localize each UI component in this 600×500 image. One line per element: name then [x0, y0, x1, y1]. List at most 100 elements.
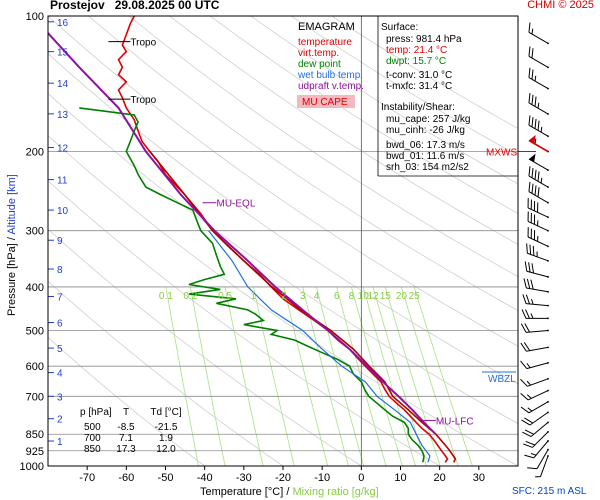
wind-barb-half — [526, 380, 531, 386]
instability-value: mu_cape: 257 J/kg — [386, 114, 471, 125]
wind-barb — [523, 278, 549, 293]
wind-barb-full — [526, 243, 528, 254]
wind-barb-staff — [527, 378, 549, 387]
wind-barb-full — [524, 454, 534, 459]
wind-barb-full — [525, 440, 536, 446]
altitude-tick-label: 10 — [57, 206, 69, 217]
wind-barb-staff — [526, 287, 549, 293]
wind-barb-half — [537, 220, 539, 226]
dry-adiabat — [128, 16, 518, 278]
wind-barb — [524, 261, 549, 278]
surface-value: dwpt: 15.7 °C — [386, 56, 446, 67]
wind-barb-staff — [528, 191, 549, 204]
mixing-ratio-line — [413, 286, 473, 466]
altitude-tick-label: 7 — [57, 292, 63, 303]
plot-frame — [47, 15, 519, 467]
dry-adiabat — [48, 53, 518, 385]
copyright: CHMI © 2025 — [527, 0, 594, 11]
altitude-tick-label: 11 — [57, 176, 68, 187]
table-cell: 500 — [84, 422, 101, 433]
level-table: p [hPa] T Td [°C] 500 -8.5 -21.5 700 7.1 1.9 850 1… — [80, 407, 182, 455]
wind-barb-full — [531, 48, 534, 59]
wind-barb-base — [547, 135, 549, 138]
mixing-ratio-label: 10 — [358, 291, 370, 302]
wind-barb-base — [547, 361, 549, 364]
wind-barb — [528, 166, 549, 189]
shear-value: bwd_06: 17.3 m/s — [386, 140, 465, 151]
temperature-tick-label: -50 — [158, 472, 174, 484]
wind-barb-base — [547, 448, 549, 451]
table-header: Td [°C] — [150, 407, 181, 418]
wind-barb — [524, 440, 549, 459]
tropopause-label: Tropo — [130, 95, 156, 106]
wind-barb — [522, 294, 549, 307]
wind-barb-staff — [528, 77, 549, 90]
surface-value: temp: 21.4 °C — [386, 45, 447, 56]
wind-barb-full — [531, 69, 534, 80]
wind-barb-full — [531, 168, 534, 178]
series-udpraft-v-temp- — [48, 31, 437, 435]
table-cell: 850 — [84, 444, 101, 455]
wind-barb-staff — [526, 303, 549, 307]
wind-barb-full — [530, 199, 532, 210]
wind-barb-staff — [526, 362, 549, 370]
wind-barb-full — [520, 378, 528, 387]
wind-barb-full — [533, 201, 536, 211]
series-dew-point — [79, 107, 425, 463]
wind-barb-half — [534, 138, 537, 145]
altitude-tick-label: 9 — [57, 236, 63, 247]
wind-barb-base — [547, 440, 549, 442]
wind-barb-full — [531, 117, 534, 128]
wind-barb-base — [547, 455, 549, 457]
pressure-tick-label: 400 — [26, 282, 44, 294]
altitude-tick-label: 14 — [57, 79, 69, 90]
wind-barb-base — [547, 42, 549, 45]
wind-barb-full — [522, 431, 532, 437]
altitude-tick-label: 15 — [57, 48, 69, 59]
pressure-tick-label: 700 — [26, 391, 44, 403]
mixing-ratio-line — [302, 286, 349, 466]
wind-barb-base — [547, 169, 549, 172]
wind-barb — [528, 67, 549, 90]
mixing-ratio-line — [253, 286, 295, 466]
surface-elevation: SFC: 215 m ASL — [512, 486, 587, 497]
wind-barb-half — [527, 407, 533, 412]
wind-barb-staff — [527, 236, 549, 247]
wind-barb — [527, 211, 549, 232]
wind-barb-staff — [527, 207, 549, 218]
temperature-tick-label: 10 — [394, 472, 406, 484]
wind-barb-full — [532, 245, 535, 256]
wind-barb-base — [547, 304, 549, 307]
wind-barb-half — [531, 28, 534, 35]
mixing-ratio-label: 15 — [380, 291, 392, 302]
wind-barb-full — [533, 230, 536, 240]
wind-barb-full — [521, 419, 531, 426]
wind-barb-half — [534, 75, 537, 82]
y-axis-label: Pressure [hPa] / Altitude [km] — [6, 174, 18, 316]
wind-barb — [528, 153, 549, 172]
wind-barb — [528, 181, 549, 204]
level-label: WBZL — [488, 374, 516, 385]
mixing-ratio-label: 2 — [281, 291, 287, 302]
wind-barb — [527, 448, 549, 470]
altitude-tick-label: 3 — [57, 392, 63, 403]
mixing-ratio-label: 0.1 — [159, 291, 173, 302]
wind-barb-staff — [529, 411, 549, 426]
wind-barb-full — [534, 185, 537, 196]
wind-barb-base — [547, 377, 549, 380]
wind-barb — [527, 198, 549, 219]
table-header: p [hPa] — [80, 407, 112, 418]
wind-barb-full — [520, 393, 529, 401]
wind-barb-staff — [528, 401, 549, 414]
wind-barb-full — [531, 183, 534, 194]
level-label: MU-LFC — [436, 416, 474, 427]
wind-barb-full — [524, 261, 528, 272]
wind-barb — [520, 389, 549, 401]
altitude-tick-label: 13 — [57, 110, 69, 121]
wind-barb-base — [547, 411, 549, 414]
wind-barb-full — [533, 214, 536, 225]
altitude-tick-label: 1 — [57, 437, 63, 448]
wind-barb — [528, 93, 549, 115]
temperature-tick-label: -60 — [118, 472, 134, 484]
